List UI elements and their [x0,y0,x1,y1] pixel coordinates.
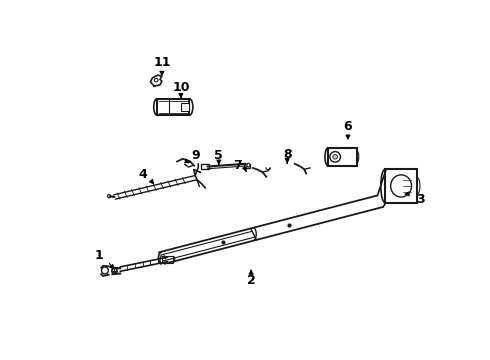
Bar [385,169,417,203]
Text: 1: 1 [95,249,103,262]
Text: 3: 3 [416,193,424,206]
Ellipse shape [154,78,158,82]
Ellipse shape [101,267,108,274]
Bar [244,163,249,168]
Ellipse shape [108,194,111,198]
Bar [181,103,190,111]
Text: 7: 7 [233,159,242,172]
Bar [328,148,357,166]
Text: 8: 8 [283,148,292,161]
Bar [162,256,173,263]
Text: 9: 9 [192,149,200,162]
Text: 2: 2 [247,274,255,287]
Text: 10: 10 [172,81,190,94]
Ellipse shape [330,152,341,162]
Bar [200,164,209,169]
Ellipse shape [112,268,117,273]
Ellipse shape [391,175,412,197]
Bar [157,99,190,115]
Ellipse shape [333,155,338,159]
Text: 6: 6 [343,120,352,133]
Ellipse shape [247,163,250,167]
Text: 4: 4 [139,168,147,181]
Text: 5: 5 [215,149,223,162]
Ellipse shape [187,161,190,163]
Text: 11: 11 [153,56,171,69]
